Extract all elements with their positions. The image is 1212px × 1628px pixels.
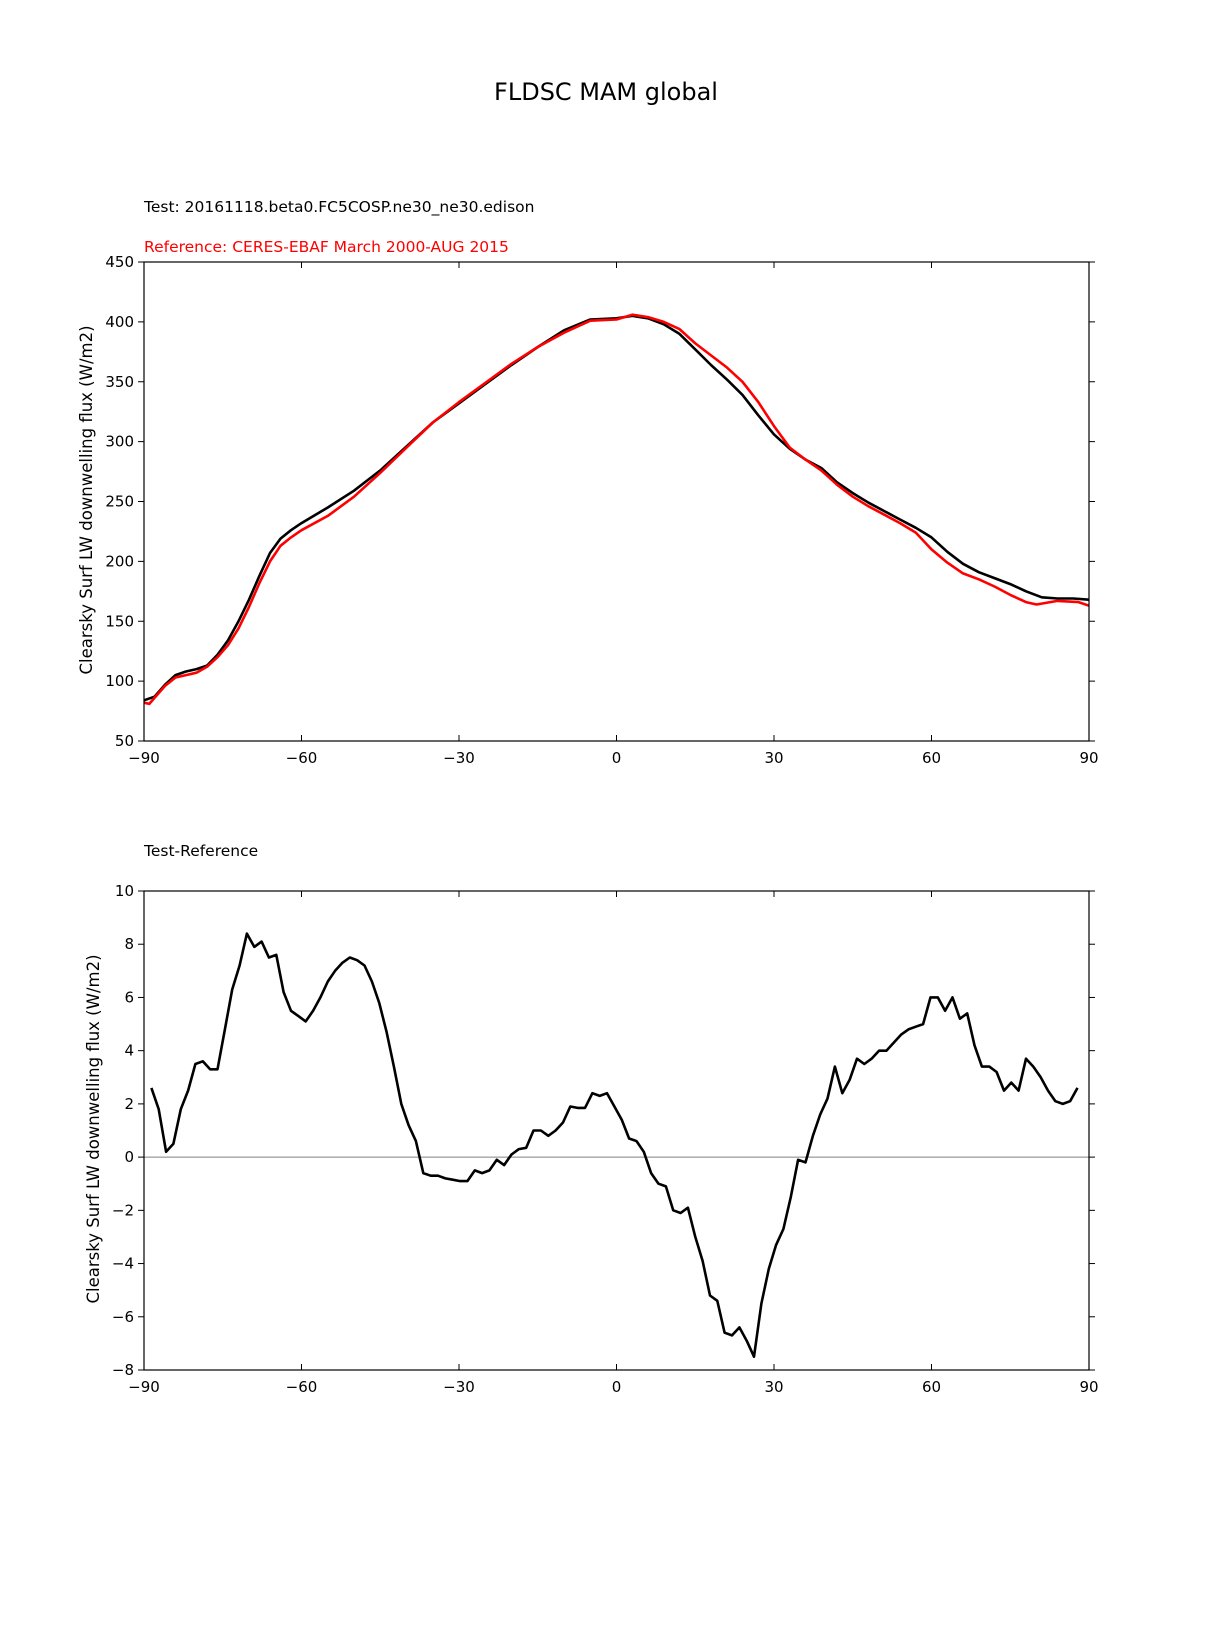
bottom-x-tick-label: −60 — [286, 1378, 318, 1396]
top-y-tick-label: 150 — [105, 612, 134, 630]
bottom-y-tick-label: 10 — [115, 882, 134, 900]
bottom-axes-frame — [143, 890, 1090, 1371]
top-y-tick-label: 450 — [105, 253, 134, 271]
top-y-tick-label: 100 — [105, 672, 134, 690]
bottom-y-tick-label: 0 — [124, 1148, 134, 1166]
bottom-y-tick-label: 4 — [124, 1042, 134, 1060]
top-y-tick-label: 300 — [105, 433, 134, 451]
bottom-x-tick-label: −90 — [128, 1378, 160, 1396]
bottom-y-tick-label: 8 — [124, 935, 134, 953]
bottom-x-tick-label: 60 — [922, 1378, 941, 1396]
bottom-y-tick-label: −6 — [112, 1308, 134, 1326]
test-label: Test: 20161118.beta0.FC5COSP.ne30_ne30.e… — [143, 198, 534, 217]
figure-title: FLDSC MAM global — [494, 78, 718, 106]
top-series-line-0 — [143, 314, 1090, 702]
bottom-y-tick-label: 6 — [124, 988, 134, 1006]
top-y-tick-label: 350 — [105, 373, 134, 391]
top-x-tick-label: 0 — [612, 749, 622, 767]
top-x-tick-label: −60 — [286, 749, 318, 767]
bottom-y-tick-label: −8 — [112, 1361, 134, 1379]
bottom-y-tick-label: −2 — [112, 1201, 134, 1219]
bottom-y-axis-label: Clearsky Surf LW downwelling flux (W/m2) — [84, 954, 103, 1303]
top-x-tick-label: −90 — [128, 749, 160, 767]
reference-label: Reference: CERES-EBAF March 2000-AUG 201… — [144, 238, 509, 256]
top-y-axis-label: Clearsky Surf LW downwelling flux (W/m2) — [77, 325, 96, 674]
top-y-tick-label: 250 — [105, 493, 134, 511]
top-series-line-1 — [143, 313, 1090, 706]
top-plot-area: −90 −60 −30 0 30 60 90 50 100 150 200 250 300 350 400 4… — [105, 253, 1098, 767]
top-axes-frame — [143, 261, 1090, 742]
top-y-tick-label: 200 — [105, 552, 134, 570]
top-x-tick-label: −30 — [443, 749, 475, 767]
diff-label: Test-Reference — [143, 842, 258, 860]
bottom-x-tick-label: 90 — [1079, 1378, 1098, 1396]
top-y-tick-label: 50 — [115, 732, 134, 750]
bottom-y-tick-label: 2 — [124, 1095, 134, 1113]
bottom-x-tick-label: 30 — [764, 1378, 783, 1396]
bottom-y-tick-label: −4 — [112, 1255, 134, 1273]
top-x-tick-label: 90 — [1079, 749, 1098, 767]
bottom-x-tick-label: −30 — [443, 1378, 475, 1396]
top-x-tick-label: 60 — [922, 749, 941, 767]
bottom-x-tick-label: 0 — [612, 1378, 622, 1396]
top-y-tick-label: 400 — [105, 313, 134, 331]
top-x-tick-label: 30 — [764, 749, 783, 767]
bottom-series-line-0 — [150, 932, 1079, 1358]
bottom-plot-area: −90 −60 −30 0 30 60 90 −8 −6 −4 −2 0 2 4 6 8 10 — [112, 882, 1099, 1396]
